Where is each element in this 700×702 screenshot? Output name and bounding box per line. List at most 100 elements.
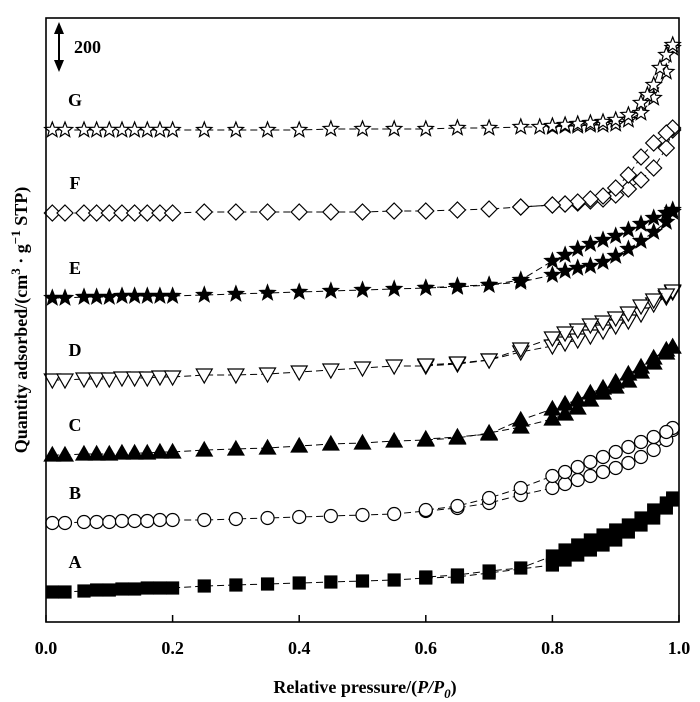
series-a-point [558,543,572,557]
series-e-point [657,212,676,230]
series-a-point [571,538,585,552]
series-g-point [657,45,676,63]
series-b-point [355,507,370,523]
series-d-point [657,288,676,305]
series-d-point [353,361,372,378]
series-label-a: A [69,552,82,572]
series-e-point [125,286,144,304]
series-g-point [568,114,587,132]
series-a-point [609,523,623,537]
series-c-point [74,444,94,461]
series-g-point [43,120,62,138]
series-f-point [606,179,625,197]
series-c-point [606,372,625,389]
series-b-point [659,424,674,440]
series-f-point [511,198,530,216]
series-d-point [416,358,435,375]
series-f-point [632,148,650,166]
series-f-point [568,193,587,211]
series-f-point [258,203,277,221]
series-b-point [608,460,623,476]
series-c-point [100,444,119,461]
series-g-adsorption-line [52,47,674,131]
series-b-point [545,480,560,496]
series-f-point [322,203,340,221]
series-b-point [633,434,649,450]
series-c-point [657,340,676,357]
series-f-point [480,200,498,218]
series-e-point [290,282,309,300]
series-label-b: B [69,483,81,503]
x-tick-label: 0.6 [415,638,438,658]
series-g-point [125,120,144,138]
series-f-point [581,190,600,208]
series-c-point [594,378,613,395]
series-d-point [321,363,340,380]
series-e-point [619,220,638,238]
series-e-point [631,214,651,232]
series-c-point [543,409,562,426]
series-d-point [258,367,277,384]
series-b-point [89,514,104,530]
series-b-point [152,512,168,528]
series-b-point [76,514,92,530]
series-b-point [323,508,338,524]
series-b-point [57,515,73,531]
series-f-point [100,204,119,222]
series-f-point [632,171,650,189]
series-c-point [556,404,575,421]
series-c-point [138,443,157,460]
series-f-point [448,201,467,219]
series-g-point [606,110,625,128]
series-e-point [593,230,613,248]
series-c-point [163,442,182,459]
series-b-point [608,444,623,460]
series-f-point [113,204,131,222]
series-a-point [419,570,433,584]
series-c-point [258,438,277,455]
series-c-point [55,445,75,462]
series-e-point [384,279,404,297]
series-a-point [621,518,635,532]
series-e-point [43,288,62,306]
series-b-point [418,502,433,518]
series-a-point [292,576,306,590]
series-a-point [229,578,243,592]
series-label-g: G [68,90,82,110]
series-b-point [165,512,180,528]
series-a-point [355,574,370,588]
series-b-point [450,498,465,514]
series-c-point [631,357,651,374]
series-a-point [260,577,275,591]
series-b-point [197,512,212,528]
series-b-point [583,454,598,470]
series-e-point [555,245,575,263]
series-labels: A B C D E F G [68,90,82,572]
series-b-point [583,468,598,484]
series-d-point [543,331,562,348]
series-b-point [621,455,636,471]
series-c-point [87,444,106,461]
series-d-point [43,373,62,390]
series-f-point [125,204,144,222]
series-a-point [102,583,116,597]
series-g-point [100,120,119,138]
series-g-point [321,119,341,137]
series-e-point [555,261,575,279]
series-e-point [543,265,562,283]
series-b-point [513,480,528,496]
series-f-point [353,203,372,221]
series-c-point [543,399,562,416]
series-c-point [150,442,169,459]
series-g-point [543,116,562,134]
series-d-point [55,373,75,390]
series-e-point [258,283,277,301]
series-e-point [657,203,676,221]
series-e-point [416,278,435,296]
series-b-point [545,468,560,484]
series-a-point [659,496,673,510]
x-tick-label: 0.2 [161,638,184,658]
series-b-point [595,464,611,480]
series-e-point [619,239,638,257]
series-f-point [619,180,638,198]
